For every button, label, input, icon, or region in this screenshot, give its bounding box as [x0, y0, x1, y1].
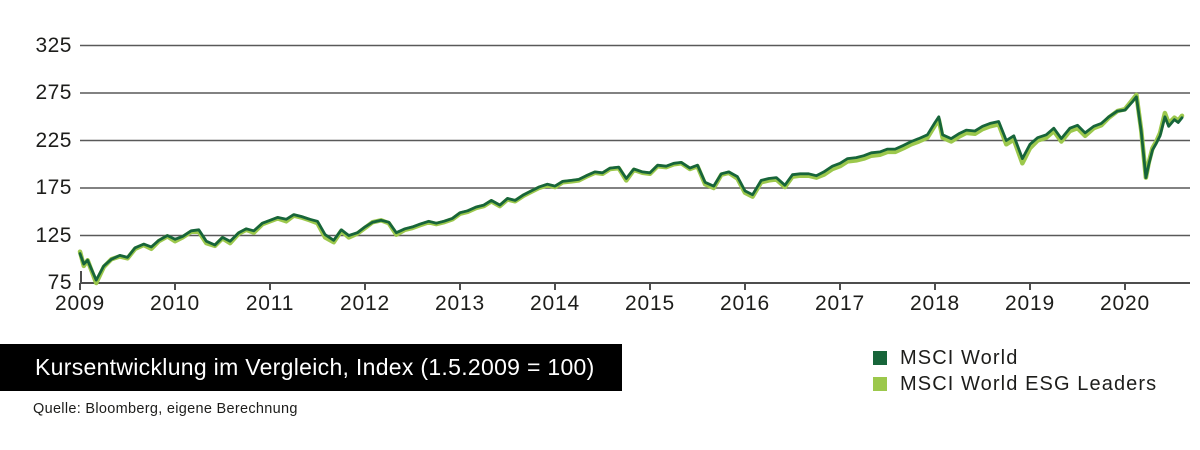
x-tick-label-2017: 2017: [815, 292, 865, 315]
x-tick-label-2018: 2018: [910, 292, 960, 315]
chart-plot: [77, 44, 1190, 290]
legend: MSCI World MSCI World ESG Leaders: [873, 345, 1157, 397]
y-tick-label-125: 125: [35, 223, 72, 247]
x-tick-label-2009: 2009: [55, 292, 105, 315]
y-tick-label-175: 175: [35, 176, 72, 199]
x-tick-label-2012: 2012: [340, 292, 390, 315]
x-tick-label-2011: 2011: [245, 292, 295, 315]
x-tick-label-2015: 2015: [625, 292, 675, 315]
y-tick-label-325: 325: [35, 33, 72, 57]
x-tick-label-2020: 2020: [1100, 292, 1150, 315]
y-tick-label-75: 75: [47, 271, 72, 294]
y-tick-label-225: 225: [35, 128, 72, 152]
x-tick-label-2010: 2010: [150, 292, 200, 315]
y-tick-label-275: 275: [35, 81, 72, 104]
legend-label-msci-world-esg-leaders: MSCI World ESG Leaders: [900, 372, 1158, 395]
x-tick-label-2014: 2014: [530, 292, 580, 315]
chart-title: Kursentwicklung im Vergleich, Index (1.5…: [35, 354, 595, 380]
x-tick-label-2019: 2019: [1005, 292, 1055, 315]
series-line-msci-world: [78, 95, 1184, 282]
x-tick-label-2016: 2016: [720, 292, 770, 315]
legend-swatch-msci-world: [873, 351, 887, 365]
series-line-msci-world-esg-leaders: [77, 92, 1185, 286]
legend-item-msci-world-esg-leaders: MSCI World ESG Leaders: [873, 371, 1157, 397]
x-tick-label-2013: 2013: [435, 292, 485, 315]
legend-swatch-msci-world-esg-leaders: [873, 377, 887, 391]
source-note: Quelle: Bloomberg, eigene Berechnung: [33, 401, 298, 417]
chart-title-bar: Kursentwicklung im Vergleich, Index (1.5…: [0, 344, 622, 391]
legend-item-msci-world: MSCI World: [873, 345, 1157, 371]
legend-label-msci-world: MSCI World: [900, 346, 1019, 369]
